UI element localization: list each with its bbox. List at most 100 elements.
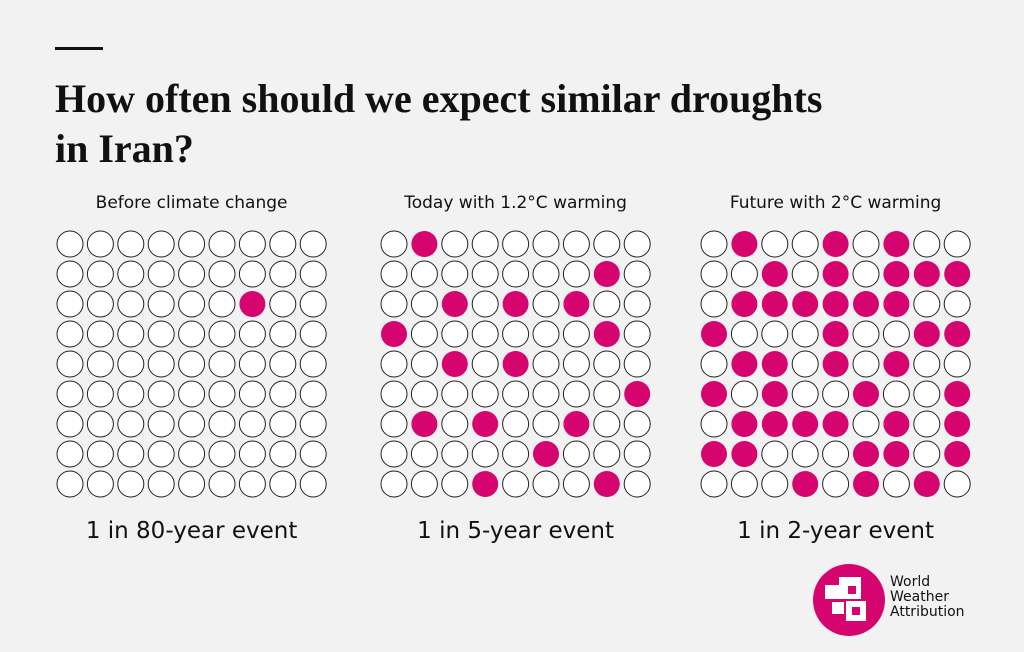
dot bbox=[532, 320, 560, 348]
dot bbox=[623, 320, 651, 348]
dot bbox=[822, 291, 849, 317]
dot bbox=[147, 410, 175, 438]
accent-dash bbox=[55, 47, 103, 50]
dot bbox=[269, 440, 297, 468]
dot bbox=[238, 470, 266, 498]
dot bbox=[853, 441, 879, 467]
dot bbox=[792, 471, 819, 497]
logo-circle bbox=[813, 564, 885, 636]
dot bbox=[441, 260, 469, 288]
dot bbox=[791, 380, 819, 408]
panel-caption: 1 in 80-year event bbox=[86, 518, 298, 544]
dot bbox=[441, 440, 469, 468]
dot bbox=[238, 440, 266, 468]
dot bbox=[441, 410, 469, 438]
dot bbox=[238, 410, 266, 438]
dot bbox=[882, 470, 910, 498]
dot bbox=[269, 260, 297, 288]
logo-square bbox=[848, 586, 856, 594]
dot bbox=[299, 440, 327, 468]
dot bbox=[532, 290, 560, 318]
dot bbox=[441, 320, 469, 348]
dot bbox=[533, 441, 559, 467]
dot bbox=[532, 230, 560, 258]
dot bbox=[944, 441, 971, 467]
dot bbox=[178, 350, 206, 378]
dot bbox=[380, 410, 408, 438]
logo-square bbox=[832, 602, 844, 614]
dot bbox=[532, 260, 560, 288]
dot bbox=[56, 290, 84, 318]
dot bbox=[380, 440, 408, 468]
dot bbox=[502, 320, 530, 348]
dot bbox=[593, 410, 621, 438]
dot bbox=[562, 440, 590, 468]
dot bbox=[56, 260, 84, 288]
title-line: in Iran? bbox=[55, 126, 194, 171]
title-line: How often should we expect similar droug… bbox=[55, 76, 822, 121]
dot bbox=[147, 320, 175, 348]
dot bbox=[269, 230, 297, 258]
dot bbox=[471, 380, 499, 408]
dot bbox=[562, 470, 590, 498]
dot bbox=[238, 260, 266, 288]
dot bbox=[208, 320, 236, 348]
dot bbox=[239, 291, 266, 317]
dot bbox=[56, 440, 84, 468]
dot bbox=[852, 260, 880, 288]
dot bbox=[761, 261, 788, 287]
dot bbox=[700, 470, 728, 498]
dot bbox=[269, 380, 297, 408]
dot bbox=[147, 440, 175, 468]
dot bbox=[147, 380, 175, 408]
dot bbox=[178, 290, 206, 318]
dot bbox=[56, 230, 84, 258]
dot bbox=[381, 321, 407, 347]
dot bbox=[883, 411, 910, 437]
dot bbox=[410, 350, 438, 378]
dot bbox=[178, 470, 206, 498]
dot bbox=[563, 291, 590, 317]
dot bbox=[853, 381, 879, 407]
dot bbox=[471, 260, 499, 288]
dot bbox=[593, 471, 620, 497]
logo-text: Attribution bbox=[890, 604, 965, 620]
dot bbox=[56, 410, 84, 438]
dot bbox=[238, 380, 266, 408]
dot bbox=[593, 261, 620, 287]
dot bbox=[761, 470, 789, 498]
dot bbox=[178, 320, 206, 348]
dot bbox=[117, 380, 145, 408]
dot bbox=[299, 230, 327, 258]
dot bbox=[471, 350, 499, 378]
dot bbox=[269, 290, 297, 318]
dot bbox=[86, 350, 114, 378]
dot bbox=[208, 230, 236, 258]
dot bbox=[299, 290, 327, 318]
dot bbox=[502, 291, 529, 317]
dot bbox=[471, 290, 499, 318]
dot bbox=[86, 380, 114, 408]
panel-title: Today with 1.2°C warming bbox=[403, 193, 627, 213]
dot bbox=[269, 350, 297, 378]
dot bbox=[792, 411, 819, 437]
dot bbox=[822, 470, 850, 498]
dot bbox=[410, 440, 438, 468]
dot bbox=[623, 440, 651, 468]
dot bbox=[731, 351, 758, 377]
dot bbox=[624, 381, 651, 407]
dot bbox=[822, 321, 849, 347]
dot bbox=[852, 230, 880, 258]
dot bbox=[410, 380, 438, 408]
dot bbox=[822, 440, 850, 468]
dot bbox=[593, 440, 621, 468]
dot bbox=[532, 350, 560, 378]
dot bbox=[623, 290, 651, 318]
dot bbox=[208, 290, 236, 318]
dot bbox=[761, 440, 789, 468]
dot bbox=[147, 290, 175, 318]
dot bbox=[208, 350, 236, 378]
dot bbox=[178, 260, 206, 288]
dot bbox=[593, 230, 621, 258]
